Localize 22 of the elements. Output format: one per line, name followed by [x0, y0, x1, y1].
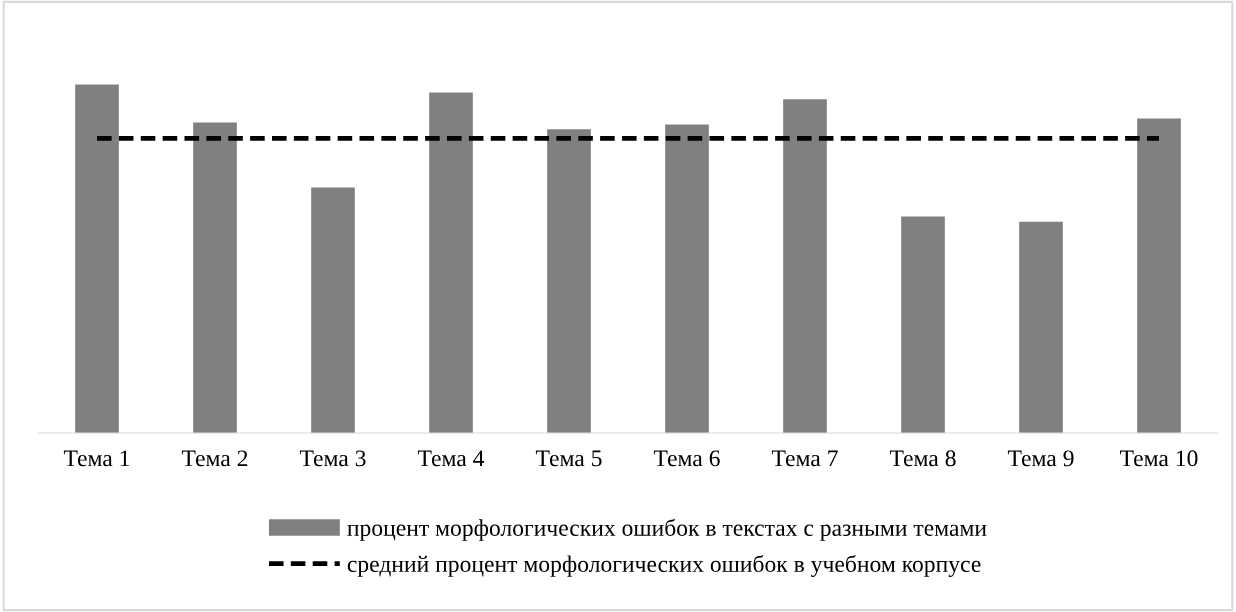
x-tick-label: Тема 4 [417, 450, 485, 467]
legend-label: средний процент морфологических ошибок в учебном корпусе [347, 554, 981, 577]
bar [311, 187, 355, 433]
bar [193, 122, 237, 433]
x-tick-label: Тема 5 [535, 450, 602, 467]
bar [75, 84, 119, 433]
legend-label: процент морфологических ошибок в текстах с разными темами [347, 518, 987, 541]
x-tick-label: Тема 1 [63, 450, 130, 467]
x-tick-label: Тема 2 [181, 450, 248, 467]
x-tick-label: Тема 10 [1120, 450, 1198, 467]
x-tick-label: Тема 6 [653, 450, 720, 467]
bar [429, 92, 473, 433]
bar [901, 216, 945, 433]
x-tick-label: Тема 9 [1007, 450, 1074, 467]
bar [665, 124, 709, 433]
bar [1137, 118, 1181, 433]
x-tick-label: Тема 8 [889, 450, 956, 467]
x-tick-label: Тема 7 [771, 450, 838, 467]
bar [547, 129, 591, 433]
bar [1019, 221, 1063, 433]
x-tick-label: Тема 3 [299, 450, 366, 467]
bar [783, 99, 827, 433]
